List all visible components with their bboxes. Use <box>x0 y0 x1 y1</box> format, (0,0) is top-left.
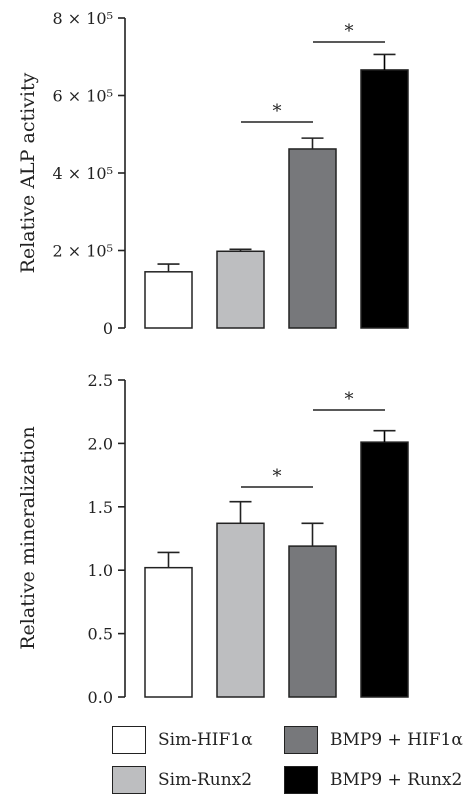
y-axis-label: Relative ALP activity <box>17 72 39 273</box>
legend-label-sim-runx2: Sim-Runx2 <box>158 770 253 790</box>
y-tick-label: 0.0 <box>88 688 113 707</box>
mineralization-chart: 0.0 0.5 1.0 1.5 2.0 2.5 Relative mineralizatio… <box>17 371 409 707</box>
bar <box>144 271 193 329</box>
legend-swatch-sim-runx2 <box>112 766 146 794</box>
legend-label-bmp9-runx2: BMP9 + Runx2 <box>330 770 463 790</box>
bar <box>144 566 193 698</box>
y-tick-label: 0.5 <box>88 625 113 644</box>
y-tick-label: 1.0 <box>88 561 113 580</box>
y-tick-label: 2.5 <box>88 371 113 390</box>
bar <box>216 522 265 698</box>
bar <box>288 148 337 329</box>
y-tick-label: 1.5 <box>88 498 113 517</box>
legend-swatch-bmp9-runx2 <box>284 766 318 794</box>
y-tick-label: 8 × 10⁵ <box>52 9 113 28</box>
legend-item-sim-runx2: Sim-Runx2 <box>112 762 252 798</box>
legend: Sim-HIF1α BMP9 + HIF1α Sim-Runx2 BMP9 + … <box>112 718 474 800</box>
y-tick-label: 2.0 <box>88 434 113 453</box>
significance-label: * <box>345 21 354 42</box>
bar <box>216 250 265 329</box>
bar <box>360 441 409 698</box>
legend-label-bmp9-hif1a: BMP9 + HIF1α <box>330 730 463 750</box>
legend-label-sim-hif1a: Sim-HIF1α <box>158 730 253 750</box>
legend-item-bmp9-hif1a: BMP9 + HIF1α <box>284 722 463 758</box>
significance-label: * <box>345 389 354 410</box>
y-tick-label: 6 × 10⁵ <box>52 87 113 106</box>
significance-label: * <box>273 101 282 122</box>
significance-label: * <box>273 466 282 487</box>
alp-activity-chart: 0 2 × 10⁵ 4 × 10⁵ 6 × 10⁵ 8 × 10⁵ Relative AL… <box>17 9 409 338</box>
y-tick-label: 0 <box>103 319 113 338</box>
bar <box>288 545 337 698</box>
y-axis-label: Relative mineralization <box>17 426 39 650</box>
y-tick-label: 4 × 10⁵ <box>52 164 113 183</box>
bar <box>360 69 409 329</box>
legend-swatch-bmp9-hif1a <box>284 726 318 754</box>
legend-swatch-sim-hif1a <box>112 726 146 754</box>
legend-item-bmp9-runx2: BMP9 + Runx2 <box>284 762 462 798</box>
legend-item-sim-hif1a: Sim-HIF1α <box>112 722 253 758</box>
y-tick-label: 2 × 10⁵ <box>52 242 113 261</box>
